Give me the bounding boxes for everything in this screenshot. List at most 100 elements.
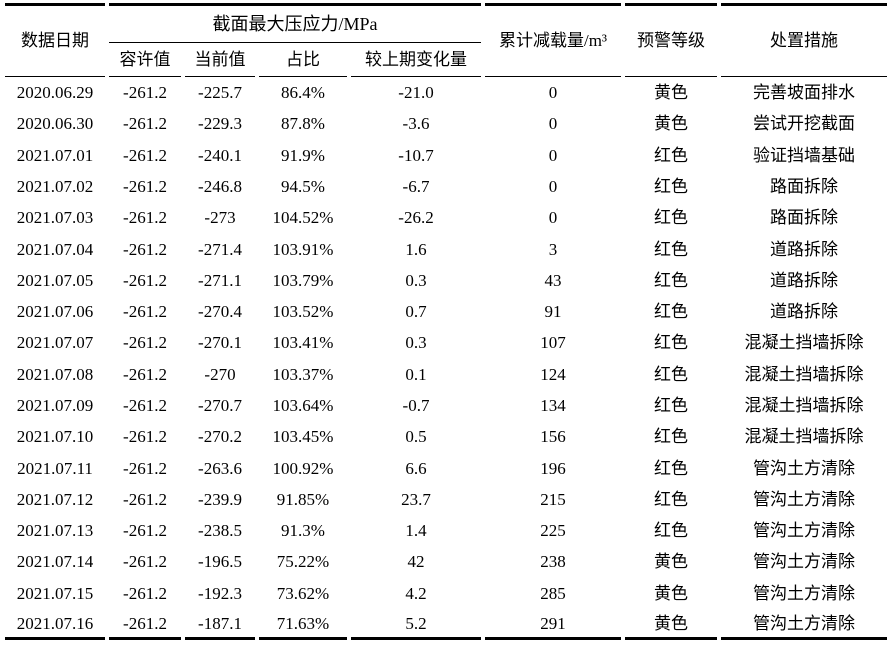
cell-warning-level: 红色 (654, 145, 689, 165)
cell-change-from-previous: 5.2 (351, 609, 482, 641)
cell-allowable-value: -261.2 (123, 489, 167, 509)
cell-change-from-previous: -0.7 (402, 395, 430, 415)
table-row: 2020.06.30 -261.2 -229.3 87.8% -3.6 0 黄色 尝试开挖截面 (5, 108, 887, 139)
cell-ratio: 73.62% (276, 583, 330, 603)
table-row: 2021.07.03 -261.2 -273 104.52% -26.2 0 红色 路面拆除 (5, 202, 887, 233)
cell-current-value: -273 (204, 208, 236, 228)
cell-current-value: -225.7 (198, 83, 242, 103)
cell-current-value: -239.9 (198, 489, 242, 509)
cell-cumulative-unload: 124 (540, 364, 566, 384)
cell-warning-level: 红色 (654, 427, 689, 447)
column-header-date: 数据日期 (5, 3, 105, 77)
cell-date: 2020.06.30 (16, 114, 94, 134)
cell-current-value: -238.5 (198, 521, 242, 541)
cell-disposal-measure: 管沟土方清除 (753, 552, 856, 572)
cell-change-from-previous: -26.2 (398, 208, 434, 228)
table-row: 2021.07.12 -261.2 -239.9 91.85% 23.7 215 红色 管沟土… (5, 484, 887, 515)
table-row: 2021.07.01 -261.2 -240.1 91.9% -10.7 0 红色 验证挡墙基… (5, 140, 887, 171)
cell-ratio: 103.45% (272, 427, 334, 447)
cell-ratio: 103.64% (272, 395, 334, 415)
cell-warning-level: 红色 (654, 395, 689, 415)
cell-change-from-previous: -21.0 (398, 83, 434, 103)
cell-change-from-previous: 23.7 (401, 489, 431, 509)
cell-warning-level: 红色 (654, 364, 689, 384)
cell-warning-level: 红色 (654, 458, 689, 478)
cell-ratio: 87.8% (281, 114, 325, 134)
header-row-top: 数据日期 截面最大压应力/MPa 累计减载量/m³ 预警等级 处置措施 (5, 3, 888, 77)
cell-current-value: -270.2 (198, 427, 242, 447)
cell-ratio: 91.9% (281, 145, 325, 165)
cell-ratio: 91.3% (281, 521, 325, 541)
cell-allowable-value: -261.2 (123, 427, 167, 447)
table-row: 2021.07.13 -261.2 -238.5 91.3% 1.4 225 红色 管沟土方清… (5, 515, 887, 546)
cell-date: 2021.07.15 (16, 583, 94, 603)
table-row: 2021.07.08 -261.2 -270 103.37% 0.1 124 红色 混凝土挡墙… (5, 359, 887, 390)
cell-current-value: -246.8 (198, 176, 242, 196)
cell-warning-level: 红色 (654, 333, 689, 353)
column-subheader-ratio: 占比 (259, 43, 347, 77)
cell-disposal-measure: 道路拆除 (770, 302, 839, 322)
cell-date: 2021.07.02 (16, 176, 94, 196)
cell-allowable-value: -261.2 (123, 333, 167, 353)
cell-date: 2021.07.13 (16, 521, 94, 541)
cell-disposal-measure: 道路拆除 (770, 270, 839, 290)
cell-allowable-value: -261.2 (109, 609, 181, 641)
cell-cumulative-unload: 0 (548, 114, 558, 134)
cell-current-value: -192.3 (198, 583, 242, 603)
cell-change-from-previous: 1.4 (405, 521, 427, 541)
cell-warning-level: 黄色 (654, 83, 689, 103)
cell-change-from-previous: -3.6 (402, 114, 430, 134)
cell-allowable-value: -261.2 (123, 176, 167, 196)
cell-cumulative-unload: 291 (485, 609, 622, 641)
cell-cumulative-unload: 43 (544, 270, 562, 290)
column-subheader-current-value: 当前值 (185, 43, 255, 77)
cell-disposal-measure: 道路拆除 (770, 239, 839, 259)
table-row: 2021.07.09 -261.2 -270.7 103.64% -0.7 134 红色 混凝… (5, 390, 887, 421)
table-row: 2021.07.16 -261.2 -187.1 71.63% 5.2 291 黄色 管沟土方… (5, 609, 888, 641)
cell-disposal-measure: 验证挡墙基础 (753, 145, 856, 165)
cell-ratio: 75.22% (276, 552, 330, 572)
cell-cumulative-unload: 225 (540, 521, 566, 541)
cell-allowable-value: -261.2 (123, 364, 167, 384)
cell-allowable-value: -261.2 (123, 208, 167, 228)
cell-warning-level: 红色 (654, 208, 689, 228)
monitoring-data-table: 数据日期 截面最大压应力/MPa 累计减载量/m³ 预警等级 处置措施 容许值 … (1, 3, 891, 641)
cell-ratio: 100.92% (272, 458, 334, 478)
cell-warning-level: 黄色 (625, 609, 718, 641)
cell-current-value: -270.7 (198, 395, 242, 415)
cell-change-from-previous: 1.6 (405, 239, 427, 259)
table-row: 2021.07.04 -261.2 -271.4 103.91% 1.6 3 红色 道路拆除 (5, 233, 887, 264)
cell-change-from-previous: 0.3 (405, 333, 427, 353)
cell-allowable-value: -261.2 (123, 145, 167, 165)
cell-warning-level: 红色 (654, 521, 689, 541)
cell-disposal-measure: 路面拆除 (770, 176, 839, 196)
cell-ratio: 103.41% (272, 333, 334, 353)
table-row: 2020.06.29 -261.2 -225.7 86.4% -21.0 0 黄色 完善坡面排… (5, 77, 887, 108)
cell-date: 2021.07.07 (16, 333, 94, 353)
cell-warning-level: 黄色 (654, 114, 689, 134)
table-row: 2021.07.11 -261.2 -263.6 100.92% 6.6 196 红色 管沟土… (5, 453, 887, 484)
cell-change-from-previous: 0.5 (405, 427, 427, 447)
cell-disposal-measure: 管沟土方清除 (753, 458, 856, 478)
cell-allowable-value: -261.2 (123, 395, 167, 415)
cell-cumulative-unload: 196 (540, 458, 566, 478)
cell-disposal-measure: 管沟土方清除 (753, 521, 856, 541)
cell-cumulative-unload: 238 (540, 552, 566, 572)
cell-warning-level: 红色 (654, 239, 689, 259)
cell-date: 2021.07.16 (5, 609, 105, 641)
cell-ratio: 103.79% (272, 270, 334, 290)
cell-current-value: -270.1 (198, 333, 242, 353)
cell-current-value: -270 (204, 364, 236, 384)
cell-ratio: 86.4% (281, 83, 325, 103)
cell-change-from-previous: -6.7 (402, 176, 430, 196)
cell-allowable-value: -261.2 (123, 521, 167, 541)
cell-change-from-previous: 0.1 (405, 364, 427, 384)
cell-current-value: -270.4 (198, 302, 242, 322)
cell-change-from-previous: 6.6 (405, 458, 427, 478)
table-body: 2020.06.29 -261.2 -225.7 86.4% -21.0 0 黄色 完善坡面排… (5, 77, 888, 641)
cell-disposal-measure: 管沟土方清除 (721, 609, 888, 641)
cell-change-from-previous: 0.3 (405, 270, 427, 290)
cell-disposal-measure: 混凝土挡墙拆除 (744, 395, 864, 415)
cell-disposal-measure: 尝试开挖截面 (753, 114, 856, 134)
